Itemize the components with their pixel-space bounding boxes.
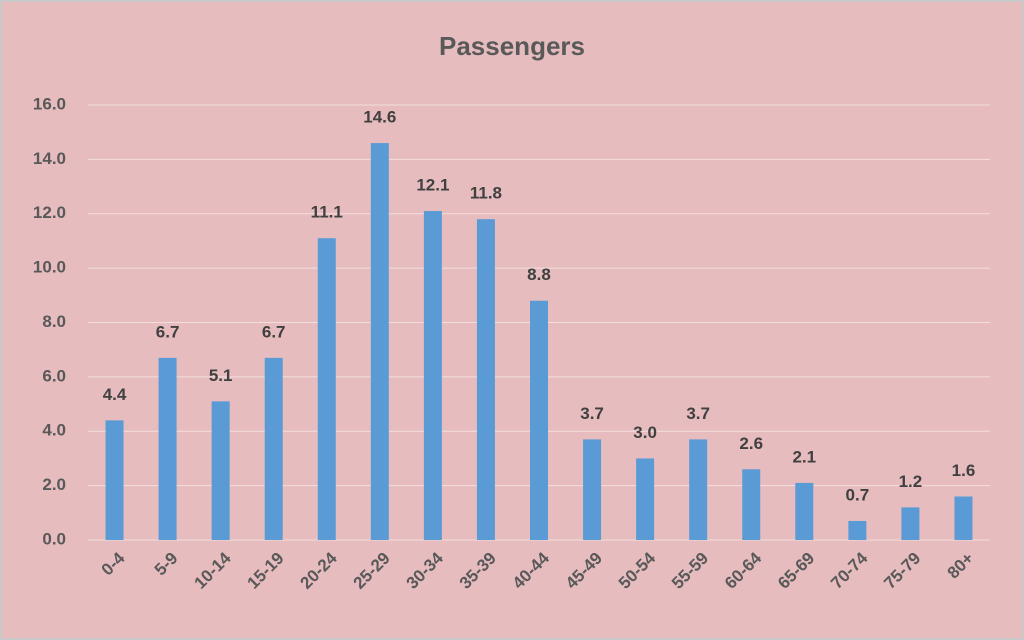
y-tick-label: 4.0: [42, 421, 66, 440]
bar: [848, 520, 867, 540]
value-label: 2.1: [792, 447, 816, 466]
value-label: 3.0: [633, 423, 657, 442]
bar: [317, 238, 336, 540]
chart-title: Passengers: [439, 31, 585, 61]
bar: [211, 401, 230, 540]
value-label: 2.6: [739, 434, 763, 453]
bar: [954, 496, 973, 540]
value-label: 1.6: [952, 461, 976, 480]
y-tick-label: 2.0: [42, 475, 66, 494]
value-label: 3.7: [580, 404, 604, 423]
value-label: 0.7: [846, 485, 870, 504]
y-tick-label: 10.0: [33, 258, 66, 277]
bar: [264, 357, 283, 540]
bar: [476, 219, 495, 540]
value-label: 6.7: [156, 322, 180, 341]
value-label: 6.7: [262, 322, 286, 341]
value-label: 3.7: [686, 404, 710, 423]
bar: [158, 357, 177, 540]
value-label: 8.8: [527, 265, 551, 284]
y-tick-label: 16.0: [33, 94, 66, 113]
value-label: 5.1: [209, 366, 233, 385]
value-label: 11.1: [311, 203, 343, 222]
value-label: 1.2: [899, 472, 923, 491]
bar: [530, 300, 548, 540]
bar: [795, 482, 814, 540]
bar: [689, 439, 708, 540]
bar: [583, 439, 602, 540]
y-tick-label: 12.0: [33, 203, 66, 222]
y-tick-label: 6.0: [42, 366, 66, 385]
bar: [636, 458, 655, 540]
bar: [901, 507, 920, 540]
value-label: 4.4: [103, 385, 127, 404]
value-label: 12.1: [416, 176, 449, 195]
value-label: 14.6: [363, 108, 396, 127]
bar: [423, 211, 442, 540]
y-tick-label: 14.0: [33, 149, 66, 168]
y-tick-label: 8.0: [42, 312, 66, 331]
bar: [742, 469, 761, 540]
y-tick-label: 0.0: [42, 529, 66, 548]
bar: [370, 143, 389, 540]
bar: [105, 420, 124, 540]
value-label: 11.8: [470, 184, 502, 203]
